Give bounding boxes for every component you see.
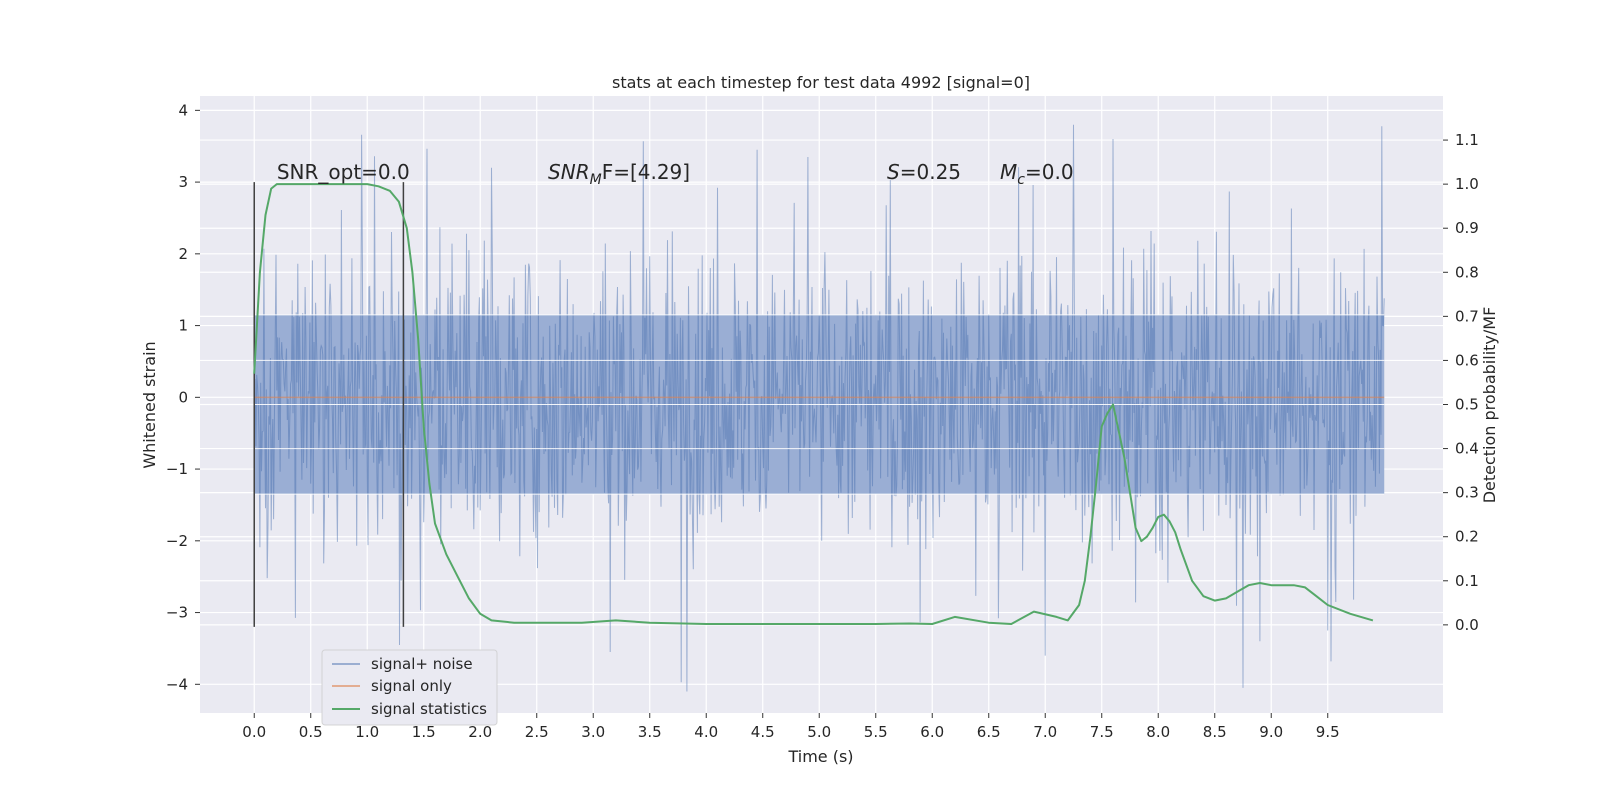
- legend-box: [321, 649, 498, 726]
- mc-value: =0.0: [1025, 160, 1074, 184]
- y2-tick-label: 1.0: [1455, 175, 1479, 193]
- x-tick-label: 1.0: [355, 723, 379, 741]
- x-tick-label: 5.5: [864, 723, 888, 741]
- signal-noise-line: [253, 124, 1385, 692]
- y-tick-label: 2: [178, 245, 188, 263]
- y-axis-ticks: −4 −3 −2 −1 0 1 2 3 4: [166, 101, 200, 693]
- x-tick-label: 6.0: [920, 723, 944, 741]
- y-tick-label: −2: [166, 532, 188, 550]
- y2-tick-label: 0.3: [1455, 484, 1479, 502]
- legend-label-stats: signal statistics: [371, 700, 487, 718]
- chart-title: stats at each timestep for test data 499…: [612, 73, 1030, 92]
- y2-axis-ticks: 0.0 0.1 0.2 0.3 0.4 0.5 0.6 0.7 0.8 0.9 1.0 1.1: [1443, 131, 1479, 634]
- mc-subscript: c: [1017, 172, 1025, 188]
- x-tick-label: 8.5: [1203, 723, 1227, 741]
- x-tick-label: 2.0: [468, 723, 492, 741]
- x-tick-label: 5.0: [807, 723, 831, 741]
- y-tick-label: 0: [178, 388, 188, 406]
- snr-mf-symbol: SNR: [548, 160, 590, 184]
- x-tick-label: 7.5: [1090, 723, 1114, 741]
- legend-label-signal: signal only: [371, 677, 452, 695]
- y2-tick-label: 1.1: [1455, 131, 1479, 149]
- annotation-mc: Mc=0.0: [1000, 160, 1074, 188]
- y2-tick-label: 0.4: [1455, 440, 1479, 458]
- x-tick-label: 0.0: [242, 723, 266, 741]
- signal-statistics-series: [253, 183, 1374, 625]
- x-axis-label: Time (s): [787, 747, 853, 766]
- y-tick-label: −1: [166, 460, 188, 478]
- x-tick-label: 4.0: [694, 723, 718, 741]
- x-tick-label: 4.5: [751, 723, 775, 741]
- s-value: =0.25: [900, 160, 961, 184]
- y-tick-label: 4: [178, 101, 188, 119]
- x-tick-label: 1.5: [412, 723, 436, 741]
- x-tick-label: 9.5: [1316, 723, 1340, 741]
- y2-tick-label: 0.2: [1455, 528, 1479, 546]
- x-tick-label: 3.5: [638, 723, 662, 741]
- y-tick-label: 1: [178, 317, 188, 335]
- x-tick-label: 6.5: [977, 723, 1001, 741]
- y2-tick-label: 0.7: [1455, 307, 1479, 325]
- legend: signal+ noise signal only signal statist…: [321, 649, 498, 726]
- signal-noise-series: [253, 124, 1385, 692]
- snr-mf-value: F=[4.29]: [602, 160, 690, 184]
- x-tick-label: 9.0: [1259, 723, 1283, 741]
- annotation-snr-opt: SNR_opt=0.0: [277, 160, 410, 184]
- annotation-snr-mf: SNRMF=[4.29]: [548, 160, 690, 188]
- legend-label-noise: signal+ noise: [371, 655, 473, 673]
- y2-tick-label: 0.8: [1455, 263, 1479, 281]
- y-axis-label: Whitened strain: [140, 341, 159, 468]
- x-tick-label: 7.0: [1033, 723, 1057, 741]
- mc-symbol: M: [1000, 160, 1017, 184]
- x-tick-label: 3.0: [581, 723, 605, 741]
- y2-tick-label: 0.0: [1455, 616, 1479, 634]
- y2-tick-label: 0.1: [1455, 572, 1479, 590]
- y2-tick-label: 0.9: [1455, 219, 1479, 237]
- y2-axis-label: Detection probability/MF: [1480, 307, 1499, 504]
- x-axis-ticks: 0.0 0.5 1.0 1.5 2.0 2.5 3.0 3.5 4.0 4.5 5.0 5.5 6.0 6…: [242, 713, 1340, 741]
- annotation-s: S=0.25: [887, 160, 961, 184]
- y-tick-label: 3: [178, 173, 188, 191]
- y-tick-label: −4: [166, 675, 188, 693]
- s-symbol: S: [887, 160, 900, 184]
- y2-tick-label: 0.6: [1455, 351, 1479, 369]
- snr-mf-subscript: M: [590, 172, 602, 188]
- y2-tick-label: 0.5: [1455, 396, 1479, 414]
- x-tick-label: 0.5: [299, 723, 323, 741]
- x-tick-label: 8.0: [1146, 723, 1170, 741]
- annotations: SNR_opt=0.0 SNRMF=[4.29] S=0.25 Mc=0.0: [277, 160, 1074, 188]
- y-tick-label: −3: [166, 604, 188, 622]
- signal-statistics-line: [253, 183, 1374, 625]
- x-tick-label: 2.5: [525, 723, 549, 741]
- segment-markers: [253, 182, 405, 627]
